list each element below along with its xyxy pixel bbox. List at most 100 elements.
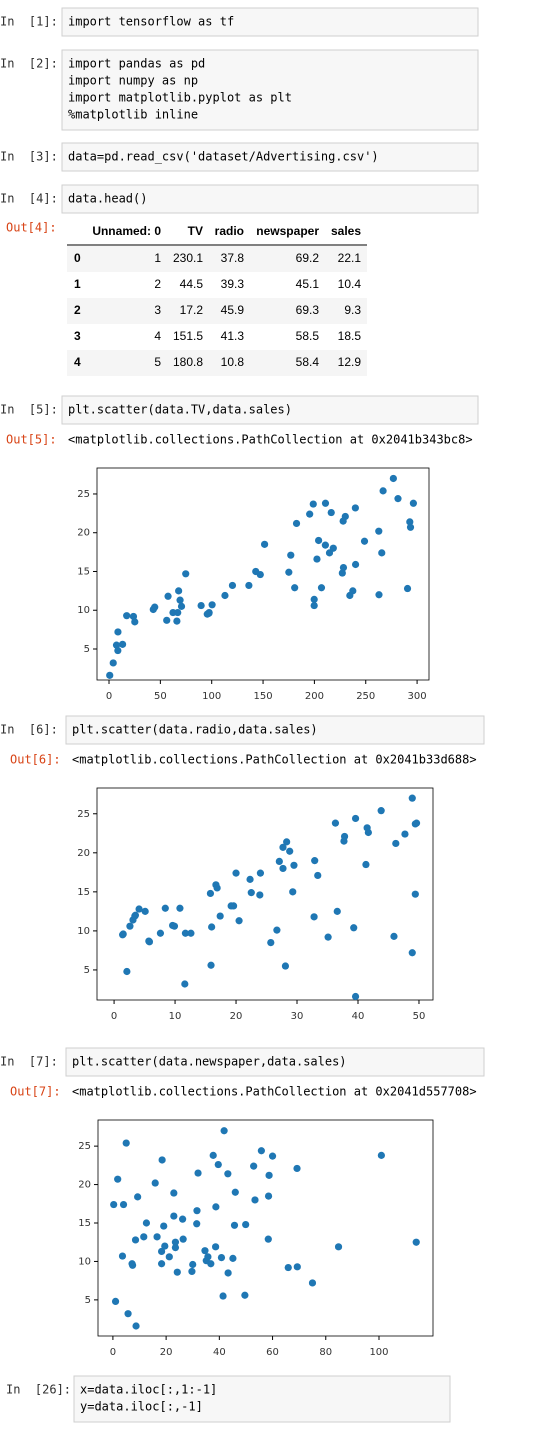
scatter-point	[310, 595, 318, 603]
scatter-point	[339, 564, 348, 572]
table-cell: 22.1	[338, 251, 362, 265]
scatter-point	[232, 869, 240, 877]
y-tick-label: 5	[84, 965, 90, 976]
table-cell: 69.3	[296, 303, 320, 317]
scatter-point	[309, 500, 317, 508]
scatter-point	[212, 1203, 220, 1211]
output-text: <matplotlib.collections.PathCollection a…	[68, 433, 473, 447]
code-line: y=data.iloc[:,-1]	[80, 1400, 203, 1414]
code-cell	[61, 184, 479, 214]
scatter-point	[118, 1252, 127, 1260]
x-tick-label: 30	[291, 1011, 304, 1022]
plot-area	[96, 787, 434, 1001]
table-cell: 1	[154, 251, 161, 265]
scatter-point	[406, 518, 414, 526]
table-cell: 17.2	[180, 303, 204, 317]
y-tick-label: 10	[77, 926, 90, 937]
scatter-point	[197, 601, 205, 610]
code-cell	[61, 142, 479, 172]
y-tick-label: 5	[84, 644, 90, 655]
input-prompt: In [3]:	[0, 150, 58, 164]
scatter-point	[409, 499, 417, 507]
y-tick-label: 20	[78, 1180, 91, 1191]
scatter-point	[224, 1269, 232, 1277]
scatter-point	[308, 1279, 317, 1287]
code-line: import pandas as pd	[68, 57, 205, 71]
x-tick-label: 200	[305, 691, 324, 702]
scatter-point	[338, 569, 346, 577]
scatter-point	[252, 567, 260, 576]
table-cell: 44.5	[180, 277, 204, 291]
scatter-point	[281, 962, 290, 970]
table-header: TV	[188, 224, 203, 238]
scatter-point	[351, 504, 359, 512]
scatter-point	[173, 617, 181, 625]
scatter-point	[242, 1220, 250, 1229]
code-line: import numpy as np	[68, 74, 198, 88]
scatter-point	[351, 814, 360, 823]
table-header: sales	[331, 224, 361, 238]
scatter-point	[220, 1127, 228, 1135]
scatter-point	[350, 924, 358, 932]
scatter-point	[360, 537, 369, 545]
input-prompt: In [5]:	[0, 403, 58, 417]
scatter-point	[334, 1243, 343, 1251]
row-band	[67, 350, 367, 376]
scatter-point	[375, 527, 383, 535]
y-tick-label: 20	[77, 528, 90, 539]
table-cell: 3	[154, 303, 161, 317]
scatter-point	[412, 819, 421, 827]
table-cell: 58.5	[296, 329, 320, 343]
table-cell: 9.3	[344, 303, 361, 317]
code-line: plt.scatter(data.radio,data.sales)	[72, 723, 318, 737]
scatter-point	[206, 889, 215, 898]
scatter-point	[145, 937, 153, 945]
scatter-point	[112, 641, 121, 649]
scatter-point	[160, 1222, 168, 1230]
scatter-point	[364, 828, 372, 837]
scatter-point	[142, 1219, 151, 1227]
table-header: newspaper	[256, 224, 319, 238]
scatter-point	[406, 523, 415, 531]
scatter-point	[250, 1162, 258, 1170]
scatter-point	[217, 1253, 226, 1262]
code-cell	[61, 7, 479, 37]
scatter-point	[379, 487, 387, 495]
scatter-point	[179, 1215, 187, 1223]
scatter-point	[126, 922, 134, 930]
scatter-point	[378, 549, 386, 557]
scatter-point	[228, 581, 237, 590]
scatter-point	[290, 861, 298, 869]
table-cell: 18.5	[338, 329, 362, 343]
scatter-point	[286, 847, 294, 855]
table-cell: 39.3	[221, 277, 245, 291]
scatter-point	[394, 495, 402, 503]
scatter-point	[174, 608, 182, 617]
code-line: data.head()	[68, 192, 147, 206]
table-cell: 58.4	[296, 355, 320, 369]
scatter-point	[256, 869, 265, 877]
scatter-point	[375, 591, 383, 599]
scatter-point	[118, 640, 127, 648]
scatter-point	[291, 584, 299, 592]
y-tick-label: 10	[77, 605, 90, 616]
scatter-point	[131, 1236, 140, 1244]
scatter-point	[340, 837, 348, 845]
scatter-point	[275, 857, 283, 865]
x-tick-label: 20	[160, 1347, 173, 1358]
code-line: plt.scatter(data.newspaper,data.sales)	[72, 1055, 347, 1069]
scatter-point	[170, 1212, 178, 1220]
scatter-point	[123, 967, 131, 976]
scatter-point	[293, 1164, 301, 1173]
scatter-point	[315, 536, 323, 545]
scatter-point	[324, 933, 332, 941]
scatter-point	[260, 540, 269, 548]
code-line: x=data.iloc[:,1:-1]	[80, 1383, 217, 1397]
scatter-point	[165, 1253, 173, 1261]
table-cell: 12.9	[338, 355, 362, 369]
scatter-point	[141, 907, 149, 915]
code-cell	[61, 49, 479, 131]
scatter-point	[132, 1322, 140, 1330]
